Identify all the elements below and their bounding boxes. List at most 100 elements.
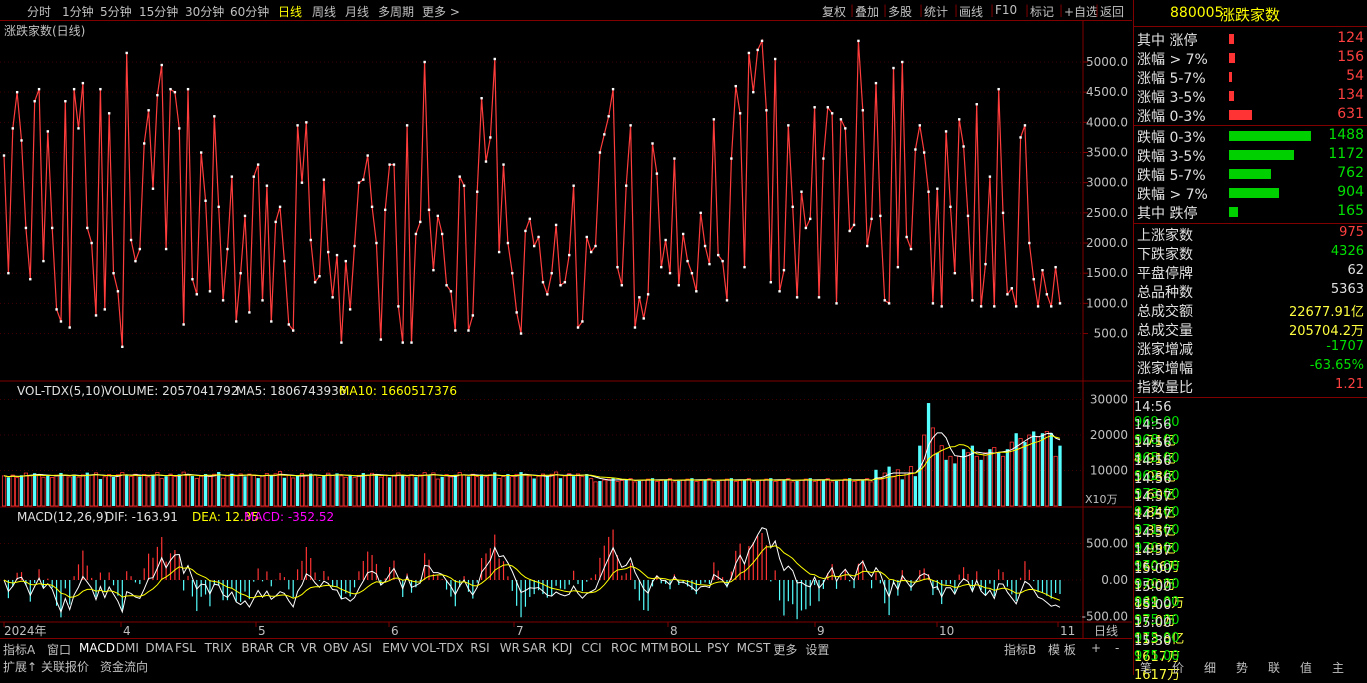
sidebar-tab-6[interactable]: 主 [1332,661,1345,675]
down-bar [1229,131,1311,141]
volume-bar [133,473,138,507]
indicator-tab-3[interactable]: DMI [115,641,139,655]
toolbar-button-2[interactable]: 多股 [888,5,913,19]
indicator-tab-24[interactable]: 更多 [773,643,798,657]
volume-bar [970,445,975,506]
data-point [800,190,803,193]
macd-panel-title: MACD(12,26,9) [17,510,109,524]
indicator-tab-9[interactable]: VR [300,641,318,655]
toolbar-button-1[interactable]: 叠加 [855,5,880,19]
indicator-right-tab-3[interactable]: - [1115,641,1120,655]
volume-bar [742,479,747,506]
indicator-tab-23[interactable]: MCST [736,641,771,655]
period-tab-10[interactable]: 更多 > [422,5,460,19]
indicator-tab-4[interactable]: DMA [145,641,174,655]
indicator-tab-8[interactable]: CR [278,641,295,655]
period-tab-9[interactable]: 多周期 [378,5,415,19]
volume-bar [667,478,673,507]
sidebar-tab-5[interactable]: 值 [1300,661,1313,675]
data-point [397,305,400,308]
extension-tab-2[interactable]: 资金流向 [100,660,149,674]
period-tab-8[interactable]: 月线 [345,5,370,19]
volume-bar [685,478,690,507]
stat-label: 下跌家数 [1137,247,1193,263]
up-row-2: 涨幅 5-7% 54 [1134,68,1367,87]
indicator-tab-22[interactable]: PSY [707,641,730,655]
data-point [852,223,856,227]
up-bar [1229,110,1252,120]
data-point [699,211,702,215]
period-tab-6[interactable]: 日线 [278,5,303,19]
indicator-tab-0[interactable]: 指标A [3,643,36,657]
sidebar-tab-1[interactable]: 价 [1172,661,1185,675]
volume-bar [816,480,822,507]
toolbar-button-3[interactable]: 统计 [924,5,949,19]
toolbar-button-8[interactable]: 返回 [1100,5,1125,19]
indicator-right-tab-0[interactable]: 指标B [1004,643,1037,657]
stat-value: -63.65% [1309,358,1364,373]
volume-bar [585,474,589,506]
indicator-tab-13[interactable]: VOL-TDX [411,641,464,655]
data-point [870,217,873,221]
stat-row-6: 涨家增减 -1707 [1134,339,1367,358]
toolbar-button-6[interactable]: 标记 [1030,5,1055,19]
sidebar-tab-0[interactable]: 笔 [1140,661,1153,675]
indicator-tab-5[interactable]: FSL [175,641,196,655]
indicator-tab-10[interactable]: OBV [323,641,349,655]
volume-bar [988,449,992,506]
period-tab-7[interactable]: 周线 [312,5,337,19]
vol-ma5-label: MA5: 1806743936 [236,384,347,398]
stat-value: 62 [1347,263,1364,278]
indicator-tab-15[interactable]: WR [499,641,520,655]
data-point [664,238,667,242]
volume-bar [440,476,444,506]
indicator-tab-11[interactable]: ASI [352,641,372,655]
period-tab-0[interactable]: 分时 [27,5,52,19]
indicator-tab-6[interactable]: TRIX [204,641,233,655]
toolbar-button-5[interactable]: F10 [995,3,1018,17]
indicator-right-tab-1[interactable]: 模 板 [1048,643,1076,657]
period-tab-5[interactable]: 60分钟 [230,5,270,19]
extension-tab-0[interactable]: 扩展↑ [3,660,38,674]
indicator-tab-7[interactable]: BRAR [241,641,275,655]
toolbar-button-7[interactable]: +自选 [1064,5,1099,19]
volume-bar [1044,431,1049,507]
indicator-right-tab-2[interactable]: + [1091,641,1102,655]
tick-price: 971.00 [1134,523,1180,538]
indicator-tab-19[interactable]: ROC [611,641,638,655]
stat-value: 22677.91亿 [1288,305,1364,320]
indicator-tab-1[interactable]: 窗口 [47,643,72,657]
indicator-tab-17[interactable]: KDJ [551,641,573,655]
toolbar-button-0[interactable]: 复权 [822,5,847,19]
indicator-tab-14[interactable]: RSI [470,641,490,655]
volume-bar [129,476,134,507]
indicator-tab-21[interactable]: BOLL [670,641,702,655]
sidebar-tab-3[interactable]: 势 [1236,661,1249,675]
data-point [261,299,264,302]
indicator-tab-16[interactable]: SAR [522,641,547,655]
indicator-tab-2[interactable]: MACD [79,641,115,655]
data-point [81,81,85,85]
time-axis-label: 10 [939,624,954,638]
sidebar-tab-4[interactable]: 联 [1268,661,1281,675]
indicator-tab-20[interactable]: MTM [640,641,669,655]
down-row-label: 跌幅 5-7% [1137,168,1206,184]
period-tab-2[interactable]: 5分钟 [100,5,132,19]
extension-tab-1[interactable]: 关联报价 [41,660,90,674]
sidebar-tab-2[interactable]: 细 [1204,661,1217,675]
chart-area[interactable]: 5000.04500.04000.03500.03000.02500.02000… [0,0,1132,638]
indicator-tab-25[interactable]: 设置 [805,643,830,657]
toolbar-button-4[interactable]: 画线 [959,5,984,19]
data-point [668,271,672,275]
period-tab-1[interactable]: 1分钟 [62,5,94,19]
volume-bar [891,475,896,507]
tick-amount: 1606万 [1134,560,1181,575]
data-point [265,184,269,187]
volume-bar [957,455,962,507]
period-tab-3[interactable]: 15分钟 [139,5,179,19]
indicator-tab-12[interactable]: EMV [382,641,409,655]
data-point [975,103,978,106]
period-tab-4[interactable]: 30分钟 [185,5,225,19]
data-point [1045,293,1049,296]
indicator-tab-18[interactable]: CCI [581,641,602,655]
